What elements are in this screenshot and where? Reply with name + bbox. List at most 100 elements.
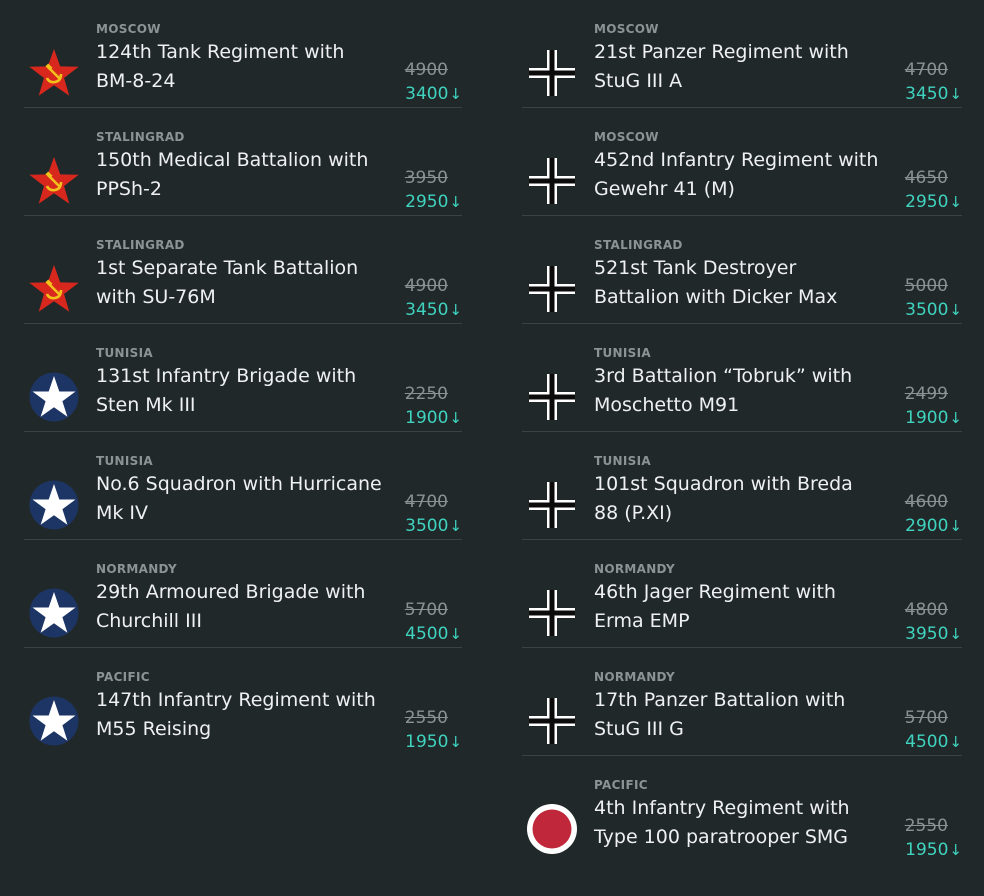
discount-price: 1900↓ [905,408,962,428]
down-arrow-icon: ↓ [449,733,462,751]
discount-price-value: 3500 [905,300,949,320]
axis-cross-icon [526,695,578,747]
axis-cross-icon [526,263,578,315]
old-price: 4700 [904,60,948,80]
offer-region: TUNISIA [594,454,651,468]
old-price: 2250 [404,384,448,404]
offer-title: 3rd Battalion “Tobruk” with Moschetto M9… [594,365,853,416]
down-arrow-icon: ↓ [949,733,962,751]
discount-price-value: 3400 [405,84,449,104]
offer-region: PACIFIC [96,670,150,684]
offer-region: MOSCOW [96,22,161,36]
discount-price: 3400↓ [405,84,462,104]
down-arrow-icon: ↓ [949,625,962,643]
offer-region: TUNISIA [96,454,153,468]
allied-star-icon [28,371,80,423]
down-arrow-icon: ↓ [449,625,462,643]
old-price: 4900 [404,276,448,296]
discount-price: 2950↓ [905,192,962,212]
offer-title: 452nd Infantry Regiment with Gewehr 41 (… [594,149,879,200]
offer-region: PACIFIC [594,778,648,792]
discount-price: 1950↓ [905,840,962,860]
old-price: 4900 [404,60,448,80]
old-price: 5700 [404,600,448,620]
offer-item[interactable]: STALINGRAD 1st Separate Tank Battalion wi… [24,216,462,324]
offer-title: 521st Tank Destroyer Battalion with Dick… [594,257,838,308]
down-arrow-icon: ↓ [949,193,962,211]
axis-cross-icon [526,371,578,423]
discount-price-value: 1950 [905,840,949,860]
discount-price: 3500↓ [905,300,962,320]
offer-item[interactable]: NORMANDY 46th Jager Regiment with Erma EM… [522,540,962,648]
offer-region: TUNISIA [594,346,651,360]
offer-title: No.6 Squadron with Hurricane Mk IV [96,473,382,524]
offer-item[interactable]: PACIFIC 147th Infantry Regiment with M55 … [24,648,462,756]
offer-region: TUNISIA [96,346,153,360]
old-price: 3950 [404,168,448,188]
allied-star-icon [28,479,80,531]
offer-region: STALINGRAD [96,238,185,252]
offer-title: 147th Infantry Regiment with M55 Reising [96,689,376,740]
offer-region: MOSCOW [594,130,659,144]
down-arrow-icon: ↓ [449,85,462,103]
offer-title: 150th Medical Battalion with PPSh-2 [96,149,369,200]
soviet-star-icon [28,263,80,315]
down-arrow-icon: ↓ [449,301,462,319]
offer-title: 131st Infantry Brigade with Sten Mk III [96,365,357,416]
offer-title: 124th Tank Regiment with BM-8-24 [96,41,345,92]
offer-item[interactable]: TUNISIA 3rd Battalion “Tobruk” with Mosch… [522,324,962,432]
offer-item[interactable]: TUNISIA 101st Squadron with Breda 88 (P.X… [522,432,962,540]
discount-price-value: 2950 [405,192,449,212]
discount-price: 2950↓ [405,192,462,212]
offer-region: NORMANDY [96,562,177,576]
offer-item[interactable]: TUNISIA 131st Infantry Brigade with Sten … [24,324,462,432]
discount-price: 4500↓ [905,732,962,752]
offer-region: MOSCOW [594,22,659,36]
discount-price: 3450↓ [905,84,962,104]
offer-item[interactable]: MOSCOW 124th Tank Regiment with BM-8-24 49… [24,0,462,108]
japan-roundel-icon [526,803,578,855]
discount-price-value: 1900 [905,408,949,428]
offer-item[interactable]: STALINGRAD 521st Tank Destroyer Battalion… [522,216,962,324]
allied-star-icon [28,587,80,639]
discount-price: 3500↓ [405,516,462,536]
axis-cross-icon [526,587,578,639]
offer-title: 4th Infantry Regiment with Type 100 para… [594,797,850,848]
offer-item[interactable]: NORMANDY 17th Panzer Battalion with StuG … [522,648,962,756]
old-price: 2499 [904,384,948,404]
axis-cross-icon [526,155,578,207]
offer-item[interactable]: MOSCOW 452nd Infantry Regiment with Geweh… [522,108,962,216]
down-arrow-icon: ↓ [949,85,962,103]
old-price: 2550 [404,708,448,728]
offer-region: NORMANDY [594,670,675,684]
offer-item[interactable]: TUNISIA No.6 Squadron with Hurricane Mk I… [24,432,462,540]
soviet-star-icon [28,47,80,99]
discount-price-value: 4500 [905,732,949,752]
discount-price: 4500↓ [405,624,462,644]
old-price: 4700 [404,492,448,512]
offer-title: 1st Separate Tank Battalion with SU-76M [96,257,359,308]
offer-title: 17th Panzer Battalion with StuG III G [594,689,846,740]
discount-price-value: 2950 [905,192,949,212]
discount-price: 1950↓ [405,732,462,752]
old-price: 5700 [904,708,948,728]
offer-item[interactable]: STALINGRAD 150th Medical Battalion with P… [24,108,462,216]
offer-region: STALINGRAD [96,130,185,144]
discount-price: 2900↓ [905,516,962,536]
down-arrow-icon: ↓ [449,517,462,535]
discount-price-value: 2900 [905,516,949,536]
offer-item[interactable]: NORMANDY 29th Armoured Brigade with Churc… [24,540,462,648]
offer-title: 46th Jager Regiment with Erma EMP [594,581,836,632]
offer-item[interactable]: MOSCOW 21st Panzer Regiment with StuG III… [522,0,962,108]
down-arrow-icon: ↓ [449,193,462,211]
discount-price-value: 1900 [405,408,449,428]
old-price: 2550 [904,816,948,836]
down-arrow-icon: ↓ [949,517,962,535]
offer-item[interactable]: PACIFIC 4th Infantry Regiment with Type 1… [522,756,962,864]
discount-price: 3950↓ [905,624,962,644]
soviet-star-icon [28,155,80,207]
old-price: 4650 [904,168,948,188]
offer-region: NORMANDY [594,562,675,576]
old-price: 5000 [904,276,948,296]
